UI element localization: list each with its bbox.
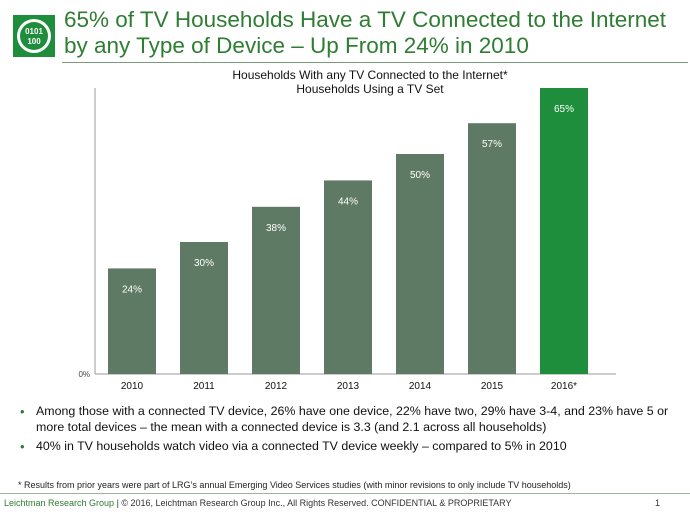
chart-title-block: Households With any TV Connected to the …	[150, 68, 590, 96]
bar-data-label: 44%	[338, 196, 358, 207]
bar	[396, 154, 444, 374]
page-number: 1	[654, 498, 660, 508]
bar	[540, 88, 588, 374]
chart-title: Households With any TV Connected to the …	[232, 68, 508, 82]
footer-divider	[0, 493, 690, 494]
x-tick-label: 2013	[337, 381, 360, 392]
bar-data-label: 57%	[482, 139, 502, 150]
footer: Leichtman Research Group | © 2016, Leich…	[4, 498, 512, 508]
bar	[252, 206, 300, 374]
bullet-text: Among those with a connected TV device, …	[36, 404, 669, 434]
svg-text:100: 100	[27, 37, 41, 46]
x-tick-label: 2015	[481, 381, 504, 392]
footnote: * Results from prior years were part of …	[18, 480, 571, 490]
x-tick-label: 2014	[409, 381, 432, 392]
x-tick-label: 2016*	[551, 381, 577, 392]
bullet-item: • Among those with a connected TV device…	[18, 404, 678, 435]
title-divider	[62, 62, 688, 63]
bar-data-label: 65%	[554, 104, 574, 115]
bullet-item: • 40% in TV households watch video via a…	[18, 439, 678, 455]
svg-text:0101: 0101	[25, 27, 43, 36]
bar	[468, 123, 516, 374]
bar	[108, 268, 156, 374]
bullet-text: 40% in TV households watch video via a c…	[36, 439, 567, 453]
bar-chart: 0% 24% 2010 30% 2011 38% 2012 44% 2013 50% 2014 57%…	[78, 88, 616, 392]
bullet-dot-icon: •	[20, 439, 25, 454]
bar-data-label: 24%	[122, 284, 142, 295]
binary-globe-logo-icon: 0101 100	[13, 15, 55, 57]
bullet-list: • Among those with a connected TV device…	[18, 404, 678, 459]
bar-data-label: 38%	[266, 223, 286, 234]
bar-data-label: 30%	[194, 258, 214, 269]
x-tick-label: 2011	[193, 381, 215, 392]
bar	[180, 242, 228, 374]
x-tick-label: 2012	[265, 381, 288, 392]
bar	[324, 180, 372, 374]
chart-subtitle: Households Using a TV Set	[296, 82, 444, 96]
slide-title: 65% of TV Households Have a TV Connected…	[64, 7, 667, 58]
bar-data-label: 50%	[410, 170, 430, 181]
footer-brand: Leichtman Research Group	[4, 498, 115, 508]
bullet-dot-icon: •	[20, 404, 25, 419]
x-tick-label: 2010	[121, 381, 144, 392]
y-tick-label: 0%	[78, 370, 90, 379]
footer-copyright: | © 2016, Leichtman Research Group Inc.,…	[114, 498, 512, 508]
